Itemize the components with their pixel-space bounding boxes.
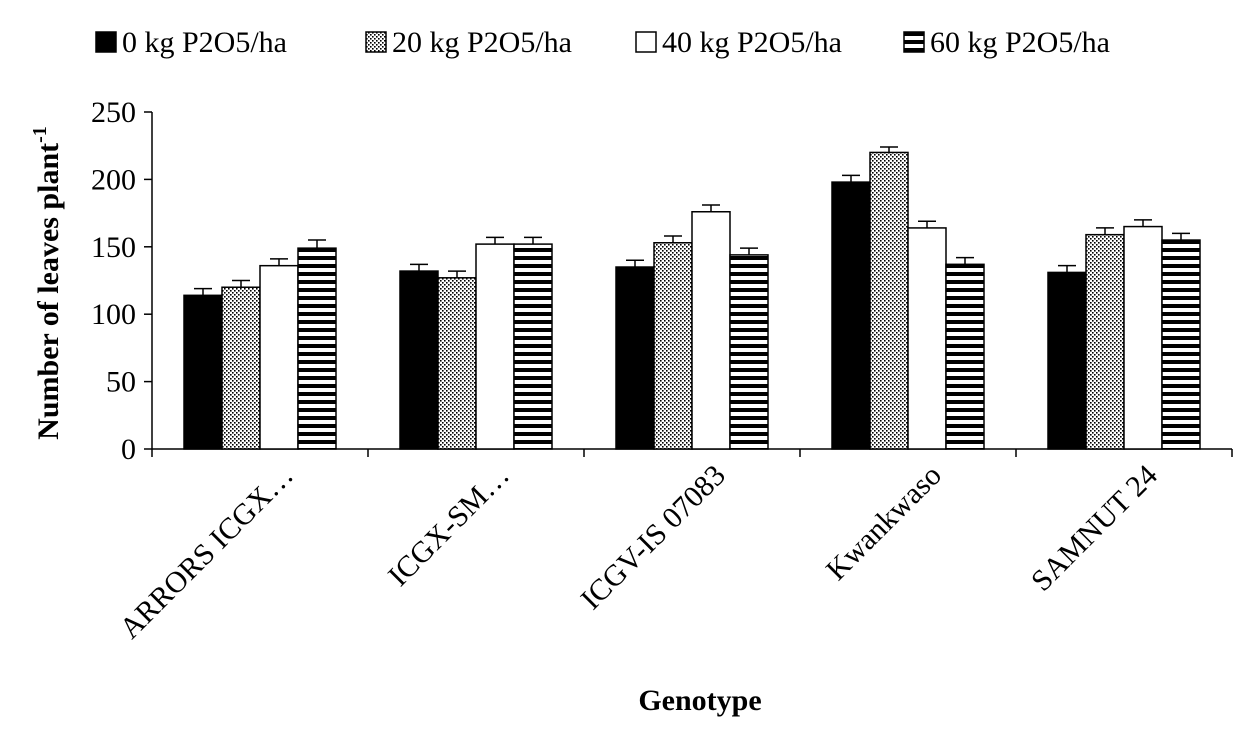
bar bbox=[615, 266, 655, 450]
legend: 0 kg P2O5/ha 20 kg P2O5/ha 40 kg P2O5/ha 60… bbox=[95, 26, 1110, 59]
bar bbox=[1047, 271, 1087, 450]
legend-label: 40 kg P2O5/ha bbox=[662, 26, 842, 59]
category-label: Kwankwaso bbox=[820, 459, 948, 587]
bar bbox=[437, 277, 477, 450]
bar bbox=[399, 270, 439, 450]
y-tick-label: 50 bbox=[106, 366, 136, 399]
category-label: ICGV-IS 07083 bbox=[574, 459, 732, 617]
legend-label: 0 kg P2O5/ha bbox=[122, 26, 287, 59]
legend-swatch bbox=[903, 31, 925, 53]
category-label: ARRORS ICGX… bbox=[113, 459, 300, 646]
legend-swatch bbox=[365, 31, 387, 53]
category-label: ICGX-SM… bbox=[382, 459, 516, 593]
category-labels: ARRORS ICGX… ICGX-SM… ICGV-IS 07083 Kwankwa… bbox=[113, 459, 1164, 646]
bar bbox=[945, 263, 985, 450]
y-tick-label: 0 bbox=[121, 433, 136, 466]
legend-label: 20 kg P2O5/ha bbox=[392, 26, 572, 59]
bar bbox=[221, 286, 261, 450]
bars bbox=[183, 146, 1201, 450]
bar bbox=[869, 151, 909, 450]
bar bbox=[653, 242, 693, 450]
y-tick-label: 150 bbox=[91, 231, 136, 264]
x-axis bbox=[151, 448, 1233, 457]
legend-swatch bbox=[95, 31, 117, 53]
bar bbox=[259, 264, 299, 450]
y-tick-label: 100 bbox=[91, 298, 136, 331]
y-tick-label: 250 bbox=[91, 96, 136, 129]
bar bbox=[691, 211, 731, 450]
bar bbox=[907, 227, 947, 450]
y-axis-title-text: Number of leaves plant bbox=[32, 143, 65, 440]
legend-label: 60 kg P2O5/ha bbox=[930, 26, 1110, 59]
x-axis-title: Genotype bbox=[638, 684, 761, 717]
bar bbox=[1161, 239, 1201, 450]
bar bbox=[1085, 233, 1125, 450]
legend-swatch bbox=[635, 31, 657, 53]
bar bbox=[513, 243, 553, 450]
y-tick-label: 200 bbox=[91, 163, 136, 196]
bar bbox=[1123, 225, 1163, 450]
bar bbox=[297, 247, 337, 450]
bar bbox=[831, 181, 871, 450]
y-axis-title: Number of leaves plant-1 bbox=[29, 126, 65, 440]
y-axis-title-superscript: -1 bbox=[29, 126, 51, 143]
category-label: SAMNUT 24 bbox=[1025, 459, 1164, 598]
bar bbox=[183, 294, 223, 450]
bar bbox=[729, 254, 769, 450]
y-axis: 0 50 100 150 200 250 bbox=[91, 96, 153, 466]
bar bbox=[475, 243, 515, 450]
